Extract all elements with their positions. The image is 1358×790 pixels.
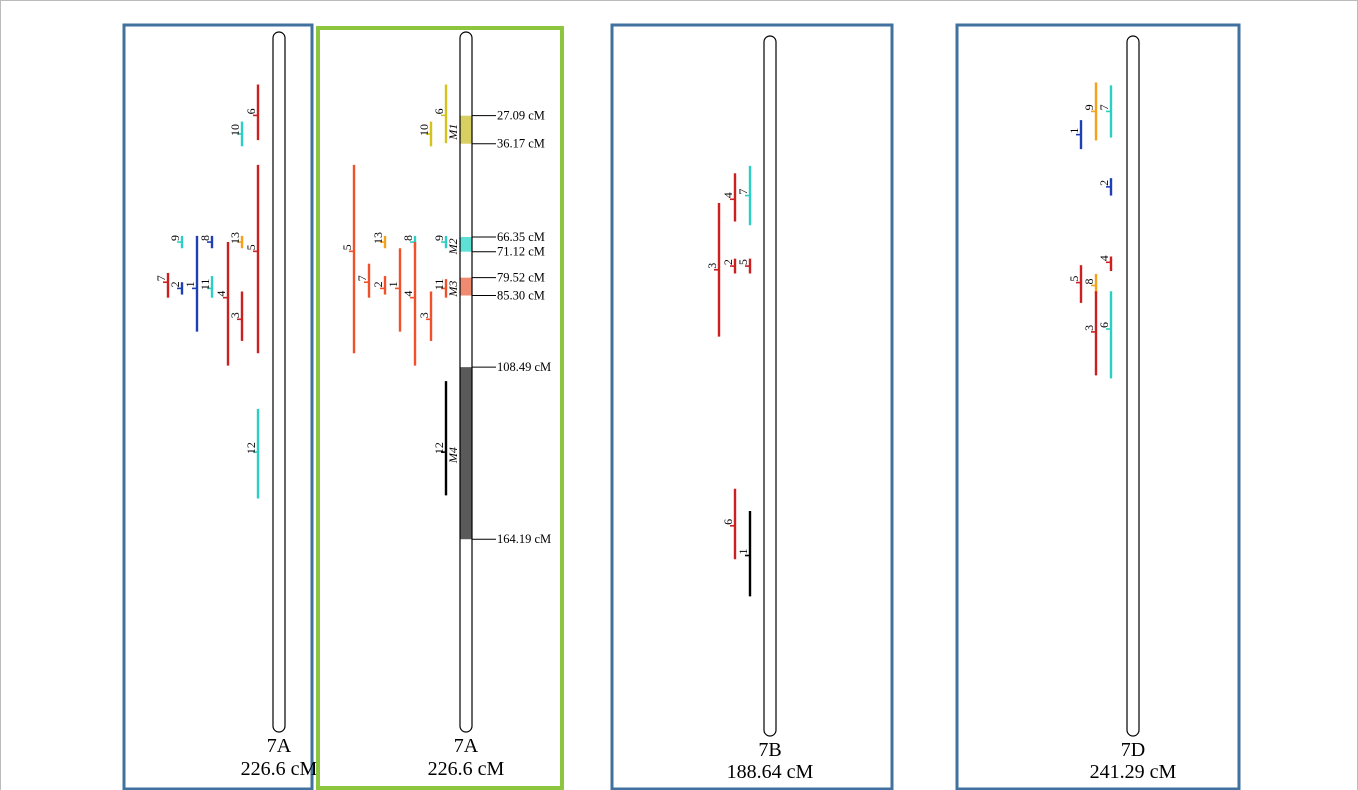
chromosome-bar [459,31,473,733]
qtl-label: 1 [736,549,750,555]
qtl-label: 11 [432,279,446,291]
qtl-label: 2 [721,259,735,265]
qtl-label: 10 [417,124,431,136]
meta-qtl-pos-label: 85.30 cM [497,289,545,303]
qtl-label: 7 [1097,104,1111,110]
meta-qtl-pos-label: 108.49 cM [497,360,551,374]
qtl-label: 2 [371,281,385,287]
panel-border [610,23,894,790]
qtl-label: 13 [371,232,385,244]
qtl-label: 9 [432,235,446,241]
qtl-label: 7 [736,189,750,195]
qtl-label: 5 [1067,276,1081,282]
qtl-label: 6 [244,108,258,114]
meta-qtl-label: M3 [446,281,460,298]
qtl-label: 13 [228,232,242,244]
chromosome-name: 7A [454,735,479,757]
chromosome-length: 241.29 cM [1090,761,1177,783]
qtl-label: 3 [1082,325,1096,331]
qtl-label: 1 [1067,128,1081,134]
qtl-label: 6 [432,108,446,114]
panel-border [316,26,564,790]
qtl-label: 5 [340,244,354,250]
meta-qtl-label: M4 [446,447,460,464]
meta-qtl-pos-label: 66.35 cM [497,230,545,244]
qtl-label: 8 [198,235,212,241]
meta-qtl-block [460,236,472,252]
chromosome-name: 7B [758,739,781,761]
chromosome-name: 7D [1121,739,1145,761]
qtl-label: 6 [1097,322,1111,328]
qtl-label: 4 [1097,255,1111,261]
qtl-label: 11 [198,279,212,291]
qtl-label: 2 [168,281,182,287]
qtl-label: 3 [417,312,431,318]
qtl-label: 7 [355,275,369,281]
qtl-label: 5 [244,244,258,250]
meta-qtl-pos-label: 71.12 cM [497,245,545,259]
qtl-label: 12 [244,442,258,454]
meta-qtl-block [460,277,472,296]
meta-qtl-label: M1 [446,124,460,141]
qtl-label: 6 [721,519,735,525]
panel-border [122,23,314,790]
qtl-label: 7 [154,275,168,281]
meta-qtl-pos-label: 27.09 cM [497,109,545,123]
meta-qtl-pos-label: 164.19 cM [497,532,551,546]
qtl-label: 2 [1097,180,1111,186]
chromosome-name: 7A [267,735,292,757]
qtl-label: 1 [183,281,197,287]
qtl-label: 12 [432,442,446,454]
meta-qtl-label: M2 [446,238,460,255]
chromosome-length: 226.6 cM [241,758,318,780]
qtl-label: 9 [168,235,182,241]
meta-qtl-block [460,367,472,540]
chromosome-length: 226.6 cM [428,758,505,780]
qtl-label: 4 [401,291,415,297]
meta-qtl-pos-label: 36.17 cM [497,137,545,151]
chromosome-length: 188.64 cM [727,761,814,783]
qtl-label: 5 [736,259,750,265]
qtl-label: 9 [1082,104,1096,110]
meta-qtl-pos-label: 79.52 cM [497,271,545,285]
qtl-label: 8 [1082,278,1096,284]
qtl-label: 4 [214,291,228,297]
qtl-label: 3 [705,263,719,269]
chromosome-bar [763,35,777,737]
chromosome-bar [272,31,286,733]
qtl-label: 10 [228,124,242,136]
qtl-label: 4 [721,192,735,198]
meta-qtl-block [460,115,472,144]
qtl-label: 8 [401,235,415,241]
chromosome-bar [1126,35,1140,737]
panel-border [955,23,1241,790]
qtl-label: 1 [386,281,400,287]
qtl-label: 3 [228,312,242,318]
